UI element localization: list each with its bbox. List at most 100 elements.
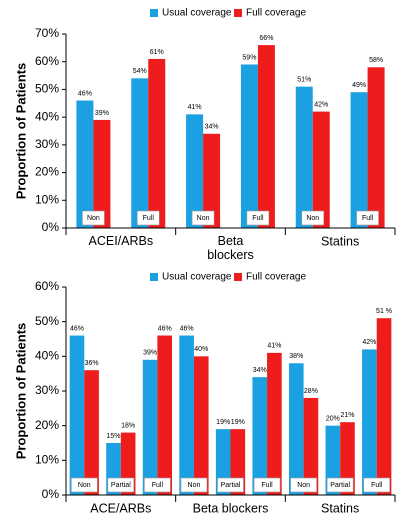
- category-label: Non: [197, 215, 210, 222]
- bar: [186, 114, 204, 228]
- category-box: [217, 477, 244, 493]
- value-label: 38%: [289, 353, 303, 360]
- bar: [179, 335, 194, 495]
- y-tick-label: 40%: [35, 349, 59, 363]
- bar: [193, 356, 209, 495]
- y-tick-label: 30%: [35, 137, 59, 151]
- category-box: [107, 477, 135, 493]
- bar: [367, 67, 385, 228]
- category-label: Full: [252, 215, 264, 222]
- group-label: Statins: [321, 501, 359, 515]
- bar: [295, 86, 313, 229]
- legend-swatch: [234, 273, 242, 281]
- category-box: [180, 477, 208, 493]
- bar: [142, 359, 158, 495]
- group-label: Statins: [321, 234, 359, 248]
- category-label: Non: [87, 215, 100, 222]
- value-label: 34%: [205, 124, 219, 131]
- group-label: Beta blockers: [207, 234, 254, 262]
- legend-swatch: [150, 9, 158, 17]
- value-label: 59%: [242, 54, 256, 61]
- y-axis-label: Proportion of Patients: [13, 323, 28, 460]
- category-box: [70, 477, 98, 493]
- category-box: [136, 210, 160, 226]
- bar: [267, 352, 282, 495]
- bar: [69, 335, 85, 495]
- value-label: 46%: [158, 325, 172, 332]
- value-label: 49%: [352, 82, 366, 89]
- bar: [131, 78, 149, 228]
- bar: [76, 100, 94, 228]
- category-box: [253, 477, 281, 493]
- value-label: 51%: [297, 77, 311, 84]
- value-label: 61%: [150, 49, 164, 56]
- y-tick-label: 0%: [42, 487, 60, 501]
- group-label: ACEI/ARBs: [89, 234, 154, 248]
- y-tick-label: 10%: [35, 453, 59, 467]
- category-box: [144, 477, 171, 493]
- bar: [148, 58, 166, 228]
- y-tick-label: 60%: [35, 279, 59, 293]
- value-label: 58%: [369, 57, 383, 64]
- category-label: Full: [362, 215, 374, 222]
- bar: [312, 111, 330, 228]
- value-label: 66%: [259, 35, 273, 42]
- bar: [376, 318, 392, 495]
- y-tick-label: 20%: [35, 418, 59, 432]
- y-tick-label: 60%: [35, 54, 59, 68]
- legend-label: Full coverage: [246, 8, 306, 19]
- value-label: 41%: [267, 343, 281, 350]
- y-tick-label: 20%: [35, 165, 59, 179]
- category-box: [363, 477, 391, 493]
- category-label: Non: [78, 482, 91, 489]
- legend-label: Usual coverage: [162, 272, 232, 283]
- y-tick-label: 40%: [35, 109, 59, 123]
- value-label: 42%: [314, 101, 328, 108]
- value-label: 39%: [95, 110, 109, 117]
- y-tick-label: 50%: [35, 314, 59, 328]
- category-label: Partial: [221, 482, 241, 489]
- bar: [325, 425, 341, 495]
- category-box: [290, 477, 317, 493]
- category-label: Full: [371, 482, 383, 489]
- bar: [362, 349, 377, 495]
- value-label: 41%: [188, 104, 202, 111]
- value-label: 46%: [180, 325, 194, 332]
- category-box: [246, 210, 270, 226]
- value-label: 15%: [107, 433, 121, 440]
- bar: [84, 370, 99, 495]
- y-tick-label: 30%: [35, 383, 59, 397]
- value-label: 36%: [85, 360, 99, 367]
- value-label: 28%: [304, 388, 318, 395]
- bar: [93, 119, 111, 228]
- value-label: 19%: [231, 419, 245, 426]
- value-label: 34%: [253, 367, 267, 374]
- category-box: [82, 210, 105, 226]
- bar: [240, 64, 258, 228]
- legend-swatch: [150, 273, 158, 281]
- bar: [252, 377, 268, 495]
- category-label: Partial: [330, 482, 350, 489]
- y-tick-label: 0%: [42, 220, 60, 234]
- value-label: 19%: [216, 419, 230, 426]
- value-label: 39%: [143, 350, 157, 357]
- value-label: 46%: [78, 90, 92, 97]
- value-label: 51 %: [376, 308, 392, 315]
- category-box: [191, 210, 215, 226]
- bar: [350, 92, 368, 228]
- value-label: 46%: [70, 325, 84, 332]
- bar: [303, 397, 319, 495]
- bar: [257, 45, 275, 229]
- category-label: Non: [306, 215, 319, 222]
- group-label: ACE/ARBs: [90, 501, 151, 515]
- y-tick-label: 50%: [35, 82, 59, 96]
- bar: [203, 133, 221, 228]
- y-tick-label: 10%: [35, 192, 59, 206]
- bar: [288, 363, 304, 495]
- value-label: 40%: [194, 346, 208, 353]
- category-label: Full: [261, 482, 273, 489]
- value-label: 21%: [340, 412, 354, 419]
- bar: [340, 422, 355, 495]
- value-label: 54%: [133, 68, 147, 75]
